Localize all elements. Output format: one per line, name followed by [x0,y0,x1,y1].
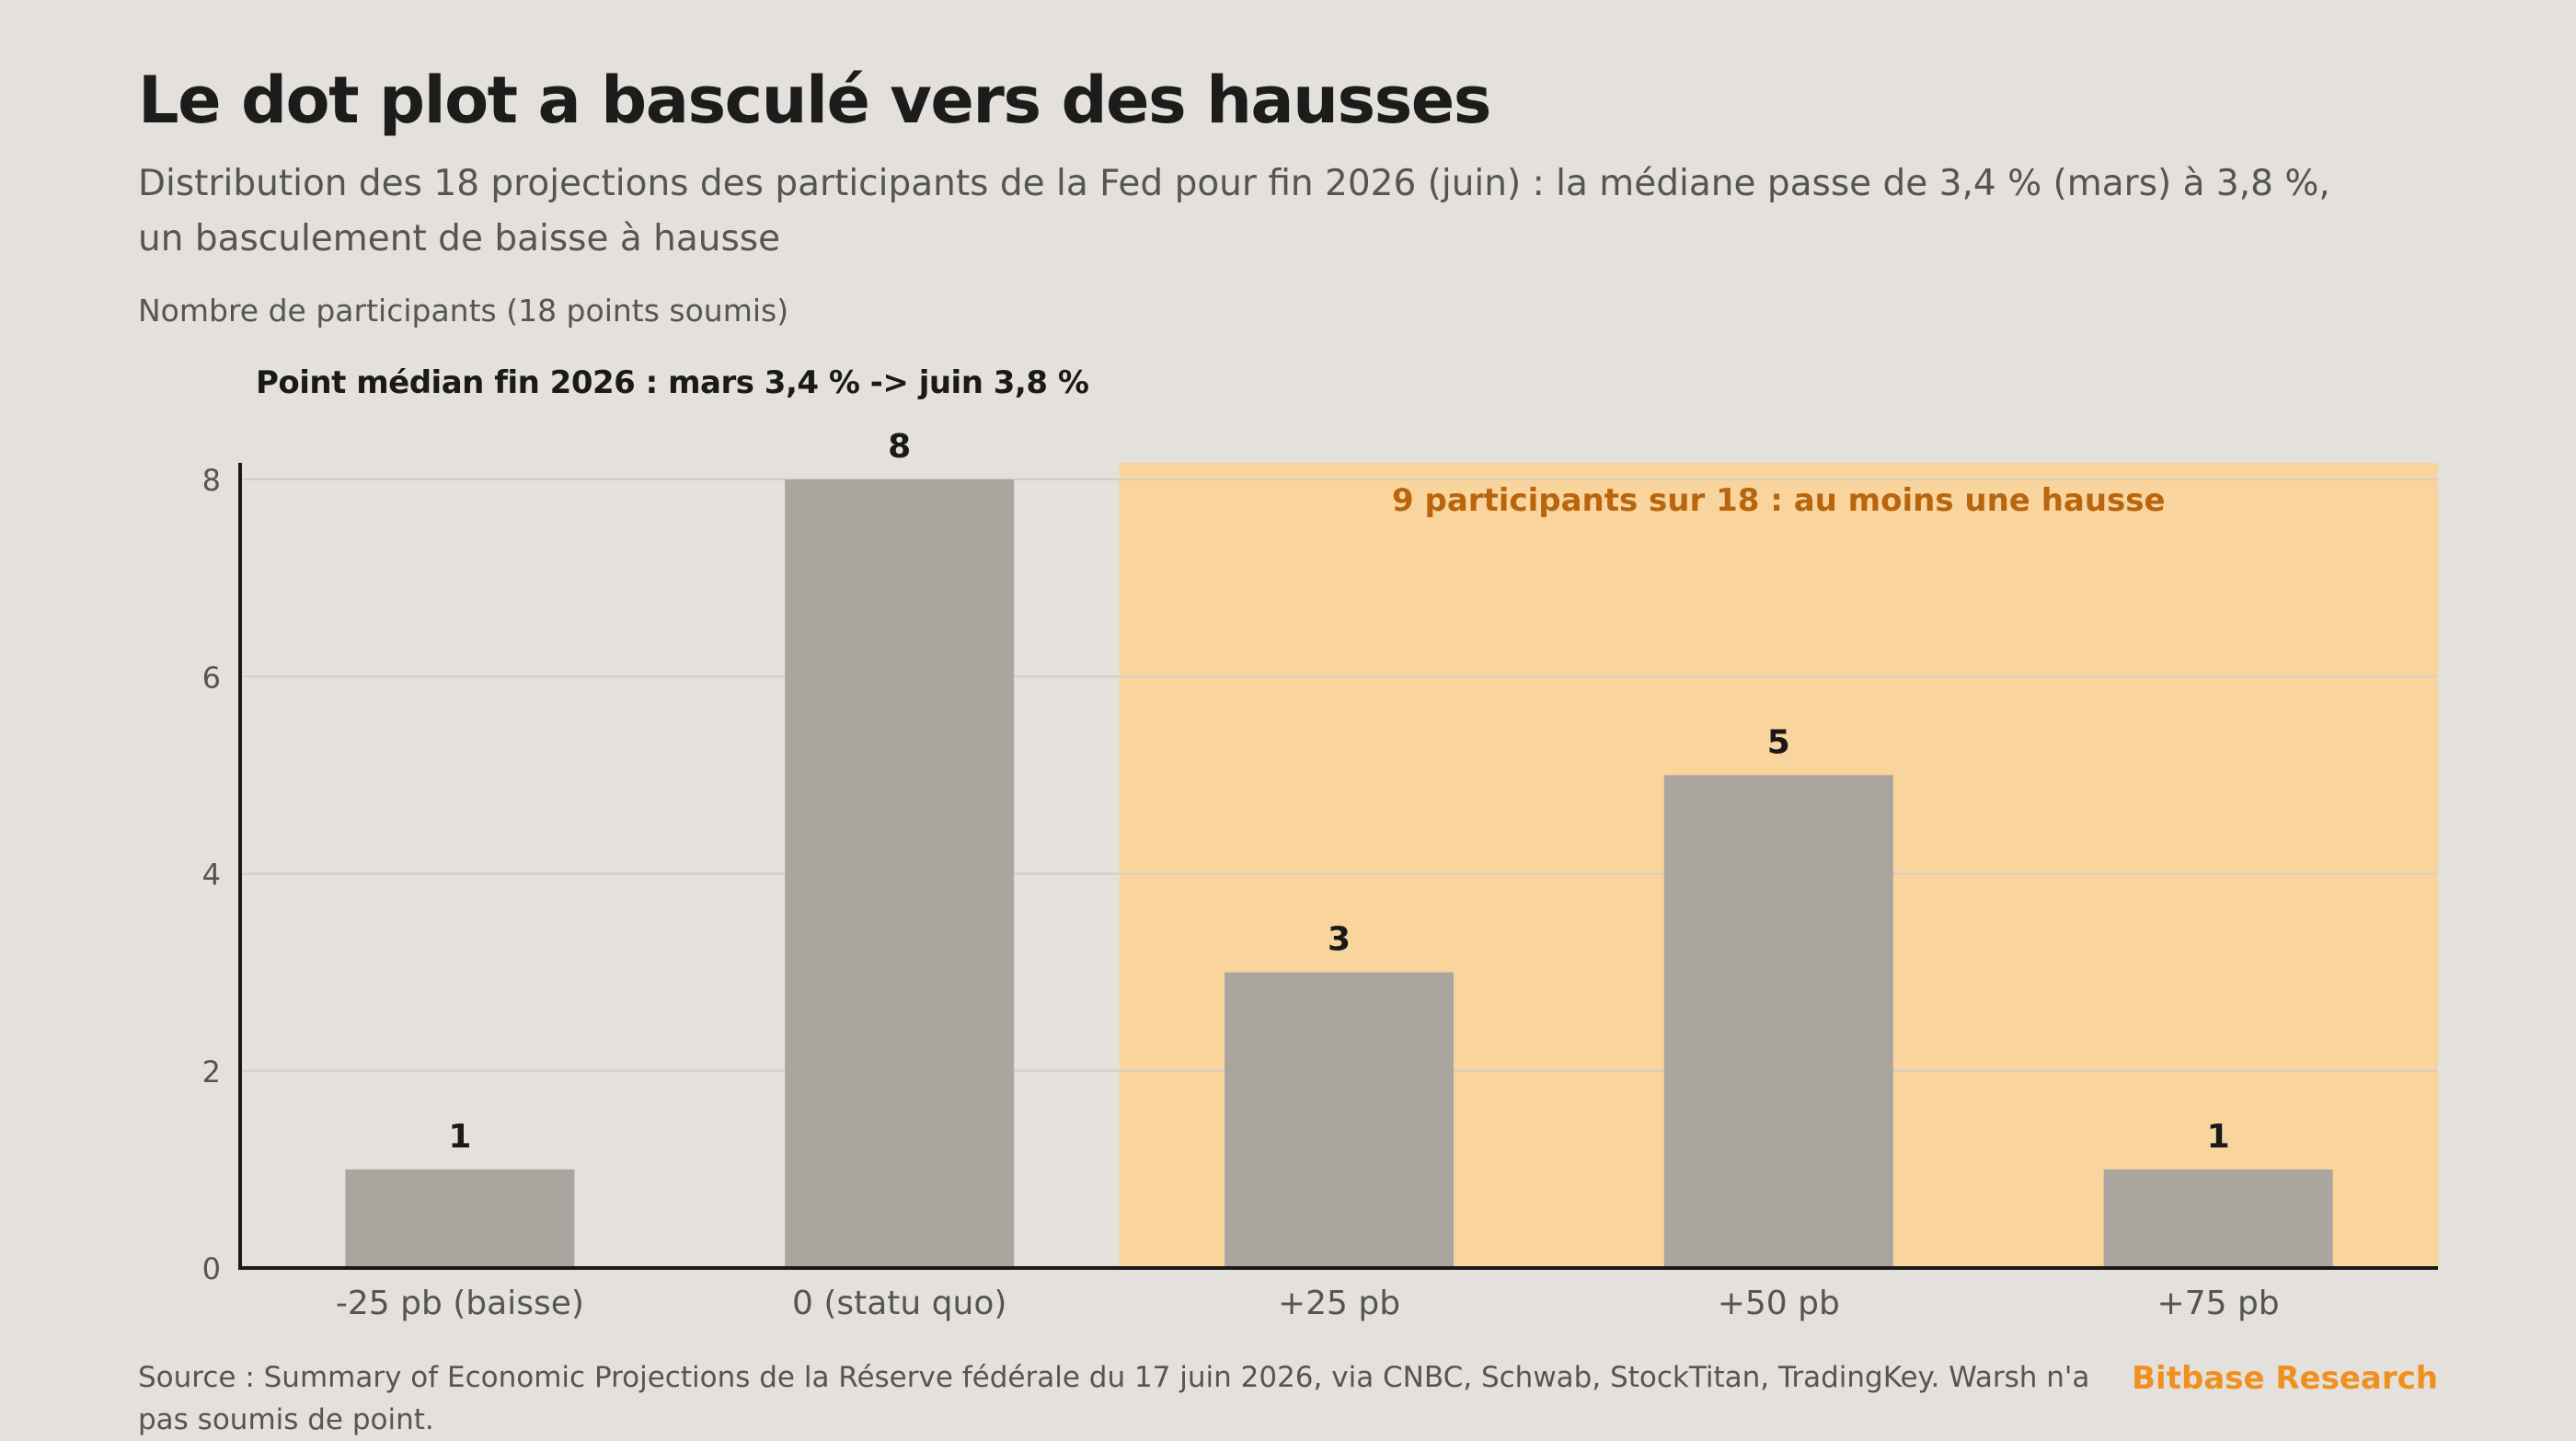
bar [785,479,1015,1268]
x-tick-label: 0 (statu quo) [792,1285,1006,1322]
y-tick-label: 4 [202,858,221,893]
gridlines [240,478,2438,1072]
median-annotation: Point médian fin 2026 : mars 3,4 % -> ju… [256,364,1089,401]
y-tick-label: 2 [202,1055,221,1089]
x-tick-label: +50 pb [1718,1285,1840,1322]
bars [345,479,2333,1268]
y-axis-label: Nombre de participants (18 points soumis… [138,293,789,329]
bar [2103,1169,2333,1268]
brand-logo-text: Bitbase Research [2132,1360,2438,1397]
bar-value-label: 1 [448,1118,471,1156]
highlight-band-label: 9 participants sur 18 : au moins une hau… [1392,482,2166,519]
x-tick-label: +25 pb [1278,1285,1400,1322]
bar-chart: 9 participants sur 18 : au moins une hau… [202,428,2438,1322]
y-tick-label: 6 [202,660,221,695]
x-tick-label: +75 pb [2157,1285,2280,1322]
chart-subtitle: Distribution des 18 projections des part… [138,163,2330,259]
bar [1663,775,1893,1268]
x-tick-label: -25 pb (baisse) [336,1285,584,1322]
y-tick-label: 8 [202,463,221,498]
bar [1225,972,1454,1268]
bar [345,1169,575,1268]
y-tick-label: 0 [202,1251,221,1286]
bar-value-label: 5 [1767,723,1790,761]
axes [238,463,2438,1270]
source-note: Source : Summary of Economic Projections… [138,1361,2090,1436]
bar-value-label: 1 [2207,1118,2230,1156]
labels: 9 participants sur 18 : au moins une hau… [202,428,2280,1322]
chart-title: Le dot plot a basculé vers des hausses [138,63,1491,138]
bar-value-label: 3 [1328,921,1351,959]
bar-value-label: 8 [888,428,911,466]
